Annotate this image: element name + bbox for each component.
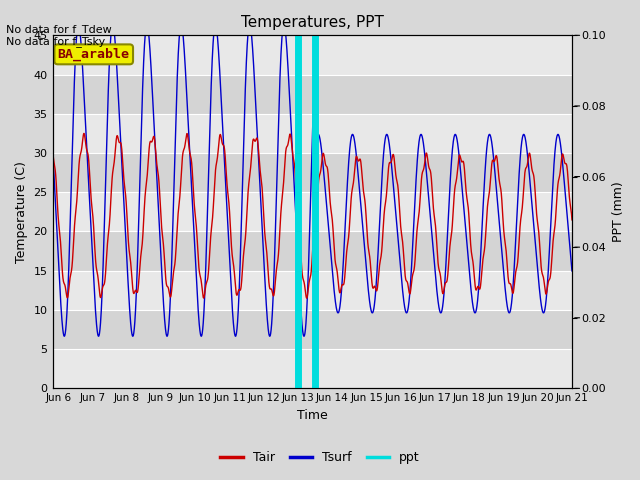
Y-axis label: Temperature (C): Temperature (C): [15, 161, 28, 263]
Bar: [52, 192, 572, 231]
Bar: [52, 310, 572, 349]
Bar: [52, 36, 572, 74]
Bar: [52, 114, 572, 153]
Bar: [52, 271, 572, 310]
Y-axis label: PPT (mm): PPT (mm): [612, 181, 625, 242]
Legend: Tair, Tsurf, ppt: Tair, Tsurf, ppt: [215, 446, 425, 469]
Title: Temperatures, PPT: Temperatures, PPT: [241, 15, 384, 30]
Bar: [52, 74, 572, 114]
Text: No data for f_Tdew
No data for f_Tsky: No data for f_Tdew No data for f_Tsky: [6, 24, 112, 48]
Text: BA_arable: BA_arable: [58, 48, 130, 61]
Bar: [52, 153, 572, 192]
Bar: [52, 231, 572, 271]
Bar: [52, 349, 572, 388]
X-axis label: Time: Time: [297, 409, 328, 422]
